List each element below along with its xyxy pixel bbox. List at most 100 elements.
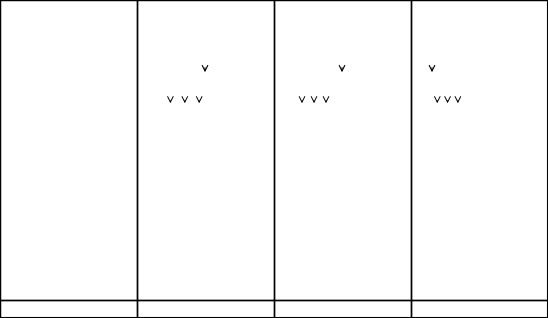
Text: 4: 4 [317, 179, 321, 188]
Bar [431, 261, 447, 276]
Text: ÷10: ÷10 [485, 281, 499, 290]
Text: 0: 0 [149, 111, 153, 120]
Text: 6: 6 [454, 213, 458, 222]
Text: 1: 1 [300, 128, 304, 137]
Text: 0: 0 [300, 111, 304, 120]
Text: ±10%: ±10% [333, 51, 351, 60]
Bar [311, 244, 327, 259]
Bar [414, 22, 450, 33]
Bar [454, 36, 481, 47]
Bar [465, 159, 519, 174]
Text: ±1%: ±1% [198, 9, 212, 18]
Bar [32, 188, 66, 200]
Bar [311, 142, 327, 157]
Bar [465, 210, 519, 225]
Bar [434, 81, 441, 95]
Text: ±10%: ±10% [424, 52, 441, 59]
Text: X100: X100 [346, 147, 363, 153]
Text: 15K: 15K [371, 77, 393, 89]
Text: 4: 4 [283, 179, 287, 188]
Text: 4 Band Resistors: 4 Band Resistors [158, 305, 253, 315]
Bar [328, 227, 382, 242]
Bar [448, 176, 464, 191]
Text: 8: 8 [317, 247, 321, 256]
Bar [311, 210, 327, 225]
Bar [484, 22, 511, 33]
Text: 6: 6 [420, 213, 424, 222]
Bar [465, 125, 519, 140]
Text: X1000000: X1000000 [475, 215, 509, 220]
Text: 3: 3 [165, 162, 170, 171]
Text: 5: 5 [317, 196, 321, 205]
Bar [414, 50, 450, 61]
Bar [160, 193, 176, 208]
Bar [143, 261, 159, 276]
Bar [160, 176, 176, 191]
Text: 0: 0 [283, 111, 287, 120]
Text: 0: 0 [5, 16, 10, 22]
Text: 0: 0 [420, 111, 424, 120]
Text: 7: 7 [300, 230, 304, 239]
Text: X1: X1 [350, 111, 359, 120]
Text: 7: 7 [165, 230, 170, 239]
Bar [294, 227, 310, 242]
Bar [414, 8, 450, 19]
Text: X10000000: X10000000 [473, 232, 511, 238]
Text: 9: 9 [437, 264, 441, 273]
Text: 8: 8 [420, 247, 424, 256]
Text: 6: 6 [149, 213, 153, 222]
Bar [311, 81, 317, 95]
Text: X10: X10 [349, 129, 361, 135]
Text: X1000000000: X1000000000 [332, 266, 378, 272]
Text: 1: 1 [465, 51, 470, 60]
Bar [323, 81, 329, 95]
Bar [177, 125, 232, 140]
Text: 8: 8 [8, 174, 13, 183]
Text: X1000000: X1000000 [338, 215, 372, 220]
Text: X1000: X1000 [481, 163, 503, 169]
Bar [210, 81, 217, 95]
Text: ÷100: ÷100 [195, 298, 214, 307]
Text: X10000: X10000 [192, 181, 217, 186]
Text: 4: 4 [149, 179, 153, 188]
Text: Orange: Orange [70, 93, 100, 102]
Bar [316, 8, 368, 19]
Bar [465, 227, 519, 242]
FancyBboxPatch shape [154, 77, 230, 99]
Bar [118, 4, 131, 15]
Bar [431, 142, 447, 157]
Bar [277, 159, 293, 174]
Text: 9: 9 [283, 264, 287, 273]
Text: ±2%: ±2% [335, 23, 349, 32]
FancyBboxPatch shape [288, 77, 364, 99]
Text: 3: 3 [44, 16, 49, 22]
Text: X1000: X1000 [344, 163, 366, 169]
Text: 27K: 27K [237, 77, 260, 89]
Bar [414, 210, 430, 225]
Text: 4: 4 [420, 179, 424, 188]
Text: 5: 5 [437, 196, 441, 205]
Bar [311, 227, 327, 242]
Text: 9: 9 [420, 264, 424, 273]
Bar [160, 210, 176, 225]
Text: X100: X100 [196, 147, 213, 153]
Bar [311, 176, 327, 191]
Text: Silver: Silver [70, 255, 100, 265]
Bar [160, 244, 176, 259]
Bar [143, 176, 159, 191]
Bar [143, 142, 159, 157]
Text: 4: 4 [58, 16, 61, 22]
Bar [277, 210, 293, 225]
Text: 1: 1 [454, 128, 458, 137]
Bar [311, 125, 327, 140]
Text: 4: 4 [165, 179, 170, 188]
Text: 5: 5 [283, 196, 287, 205]
Bar [328, 176, 382, 191]
Bar [177, 295, 232, 310]
Text: 5: 5 [495, 37, 500, 46]
Bar [1, 4, 14, 15]
Bar [411, 0, 548, 318]
Bar [32, 60, 66, 72]
Text: X100: X100 [483, 147, 500, 153]
Text: Blue: Blue [70, 142, 90, 150]
